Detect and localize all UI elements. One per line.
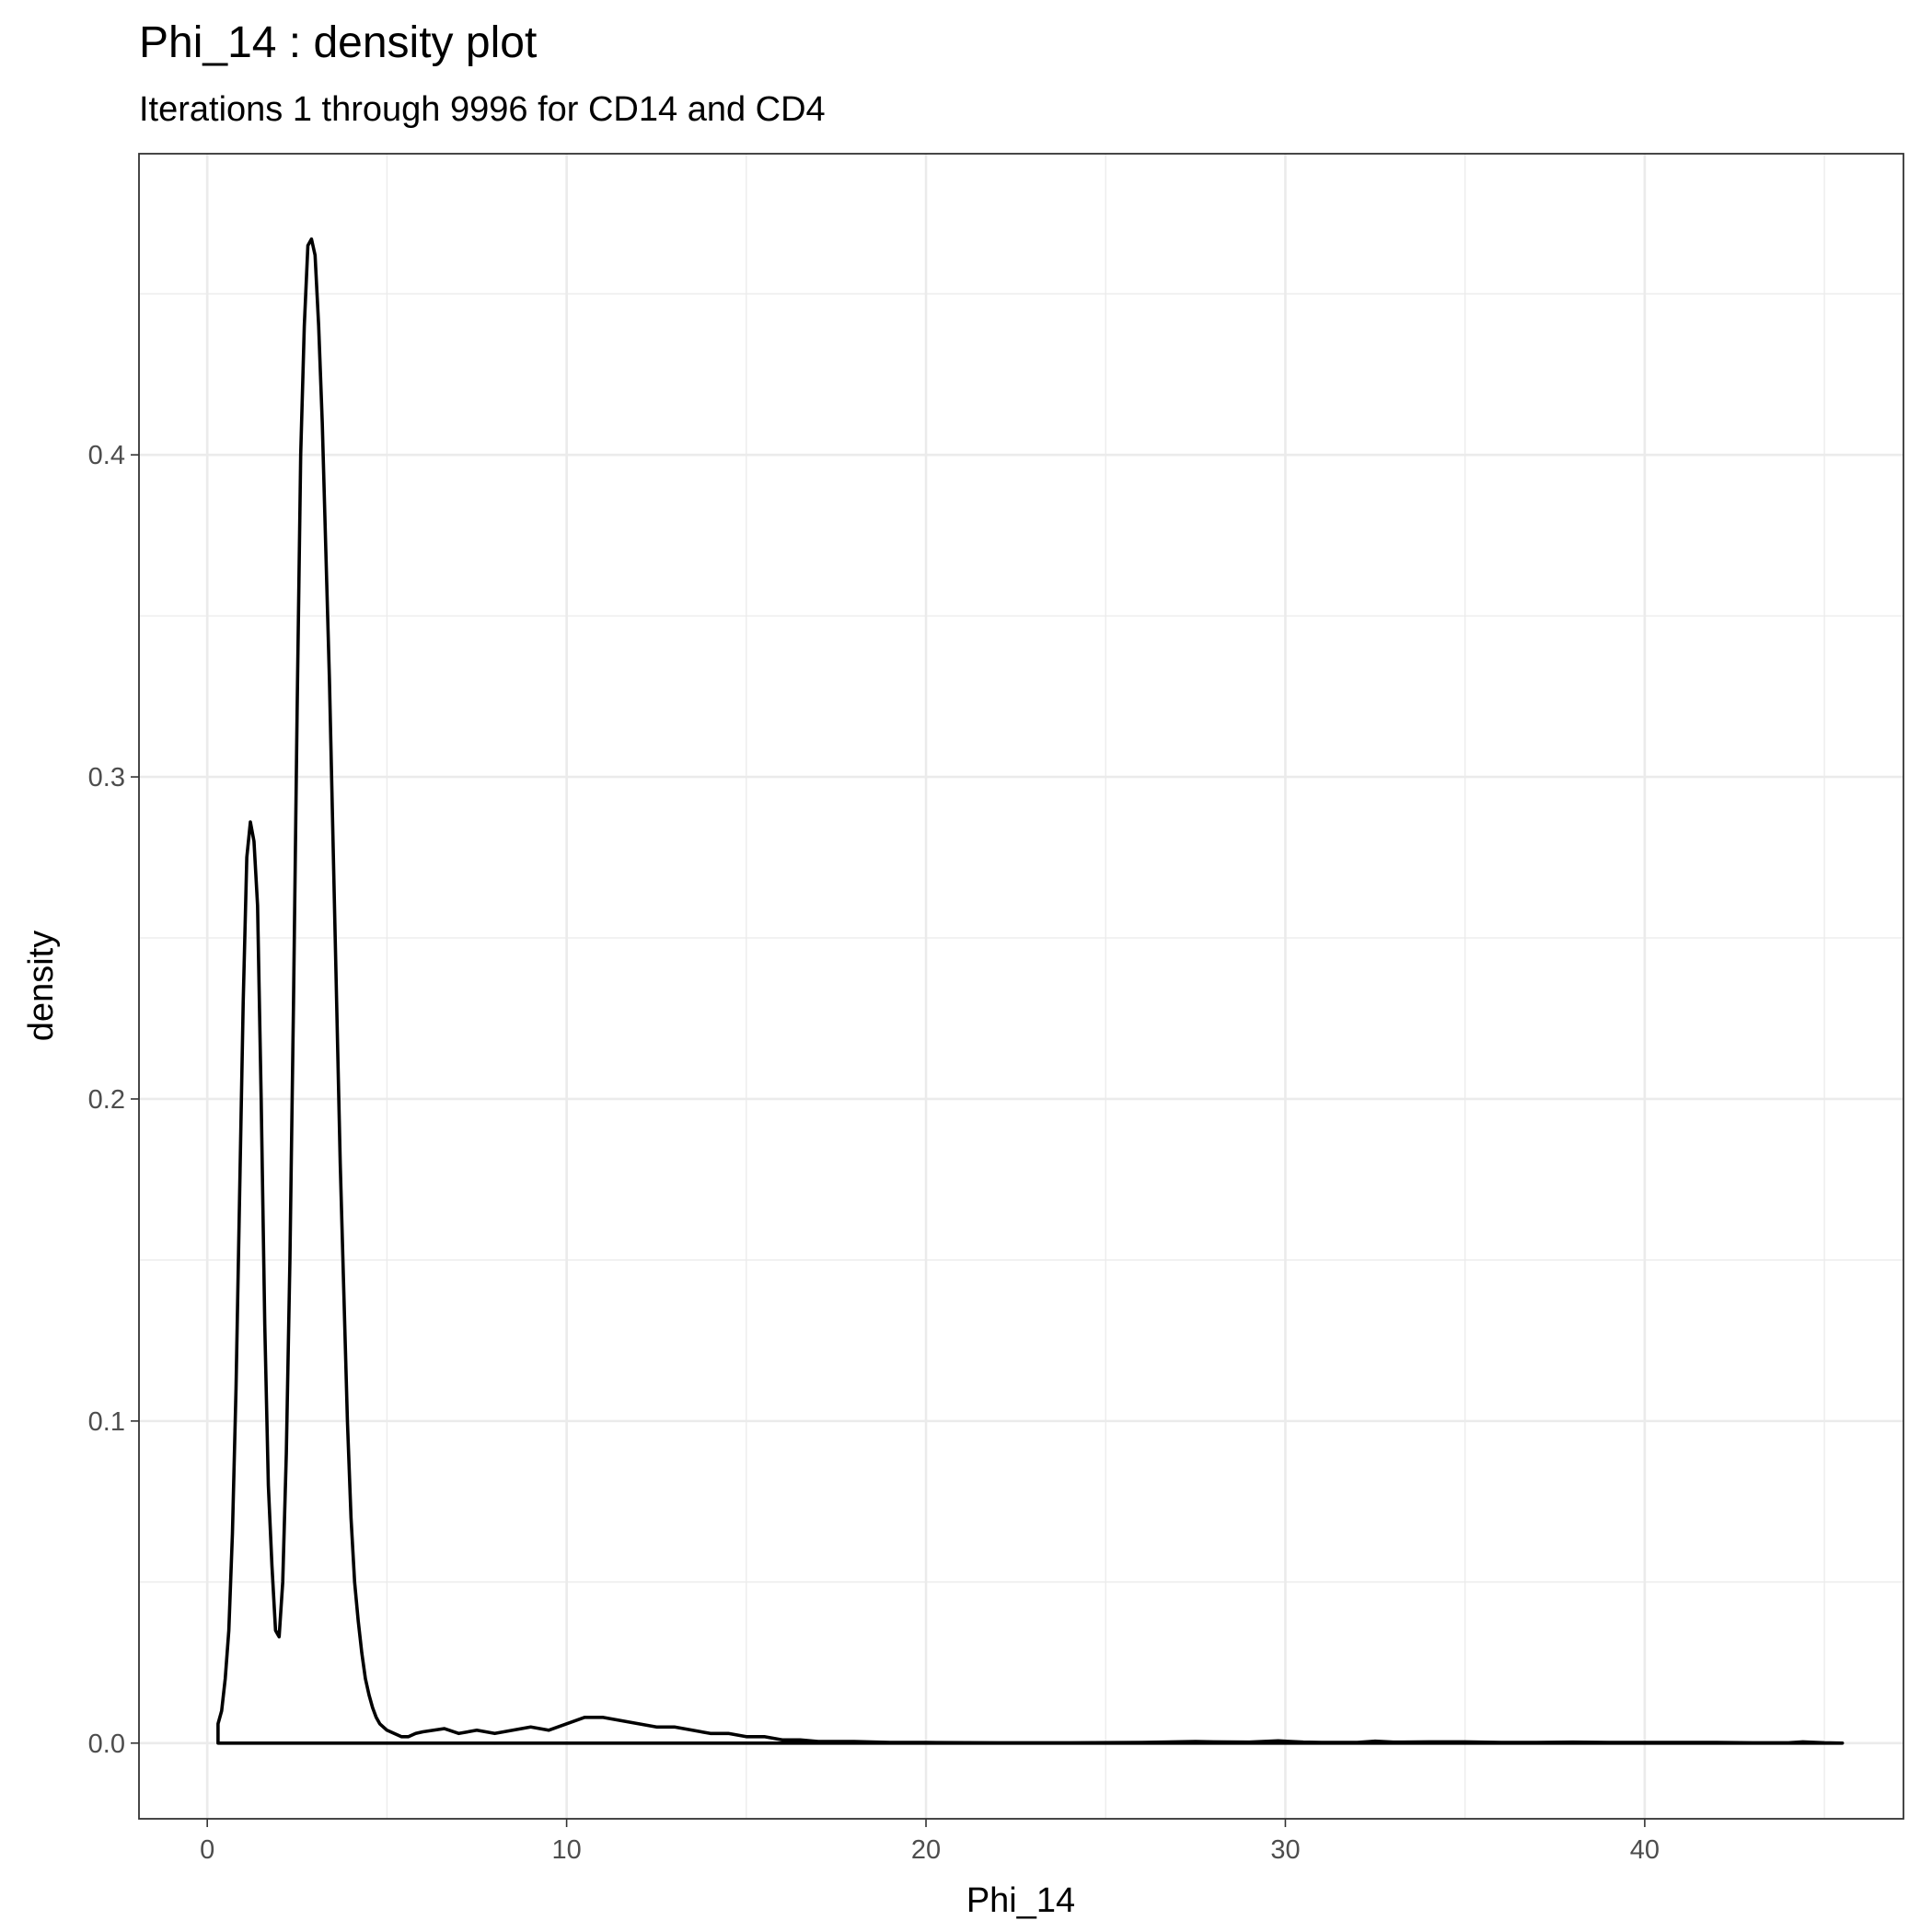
density-curve [216,237,1845,1745]
y-tick-label: 0.3 [88,763,125,792]
y-tick-label: 0.0 [88,1730,125,1759]
y-axis: 0.0 0.1 0.2 0.3 0.4 [88,441,139,1759]
major-gridlines [139,154,1903,1819]
x-axis: 0 10 20 30 40 [200,1819,1660,1865]
y-tick-label: 0.1 [88,1407,125,1437]
minor-gridlines [139,154,1903,1819]
chart-title: Phi_14 : density plot [139,18,537,67]
y-axis-title: density [22,931,61,1041]
panel-border [138,153,1904,1820]
x-tick-label: 0 [200,1835,214,1865]
x-tick-label: 20 [911,1835,941,1865]
x-tick-label: 30 [1270,1835,1300,1865]
x-tick-label: 10 [551,1835,581,1865]
x-tick-label: 40 [1630,1835,1660,1865]
chart-subtitle: Iterations 1 through 9996 for CD14 and C… [139,90,826,129]
y-tick-label: 0.2 [88,1085,125,1115]
y-tick-label: 0.4 [88,441,125,470]
density-series [216,237,1845,1745]
x-axis-title: Phi_14 [966,1881,1075,1920]
